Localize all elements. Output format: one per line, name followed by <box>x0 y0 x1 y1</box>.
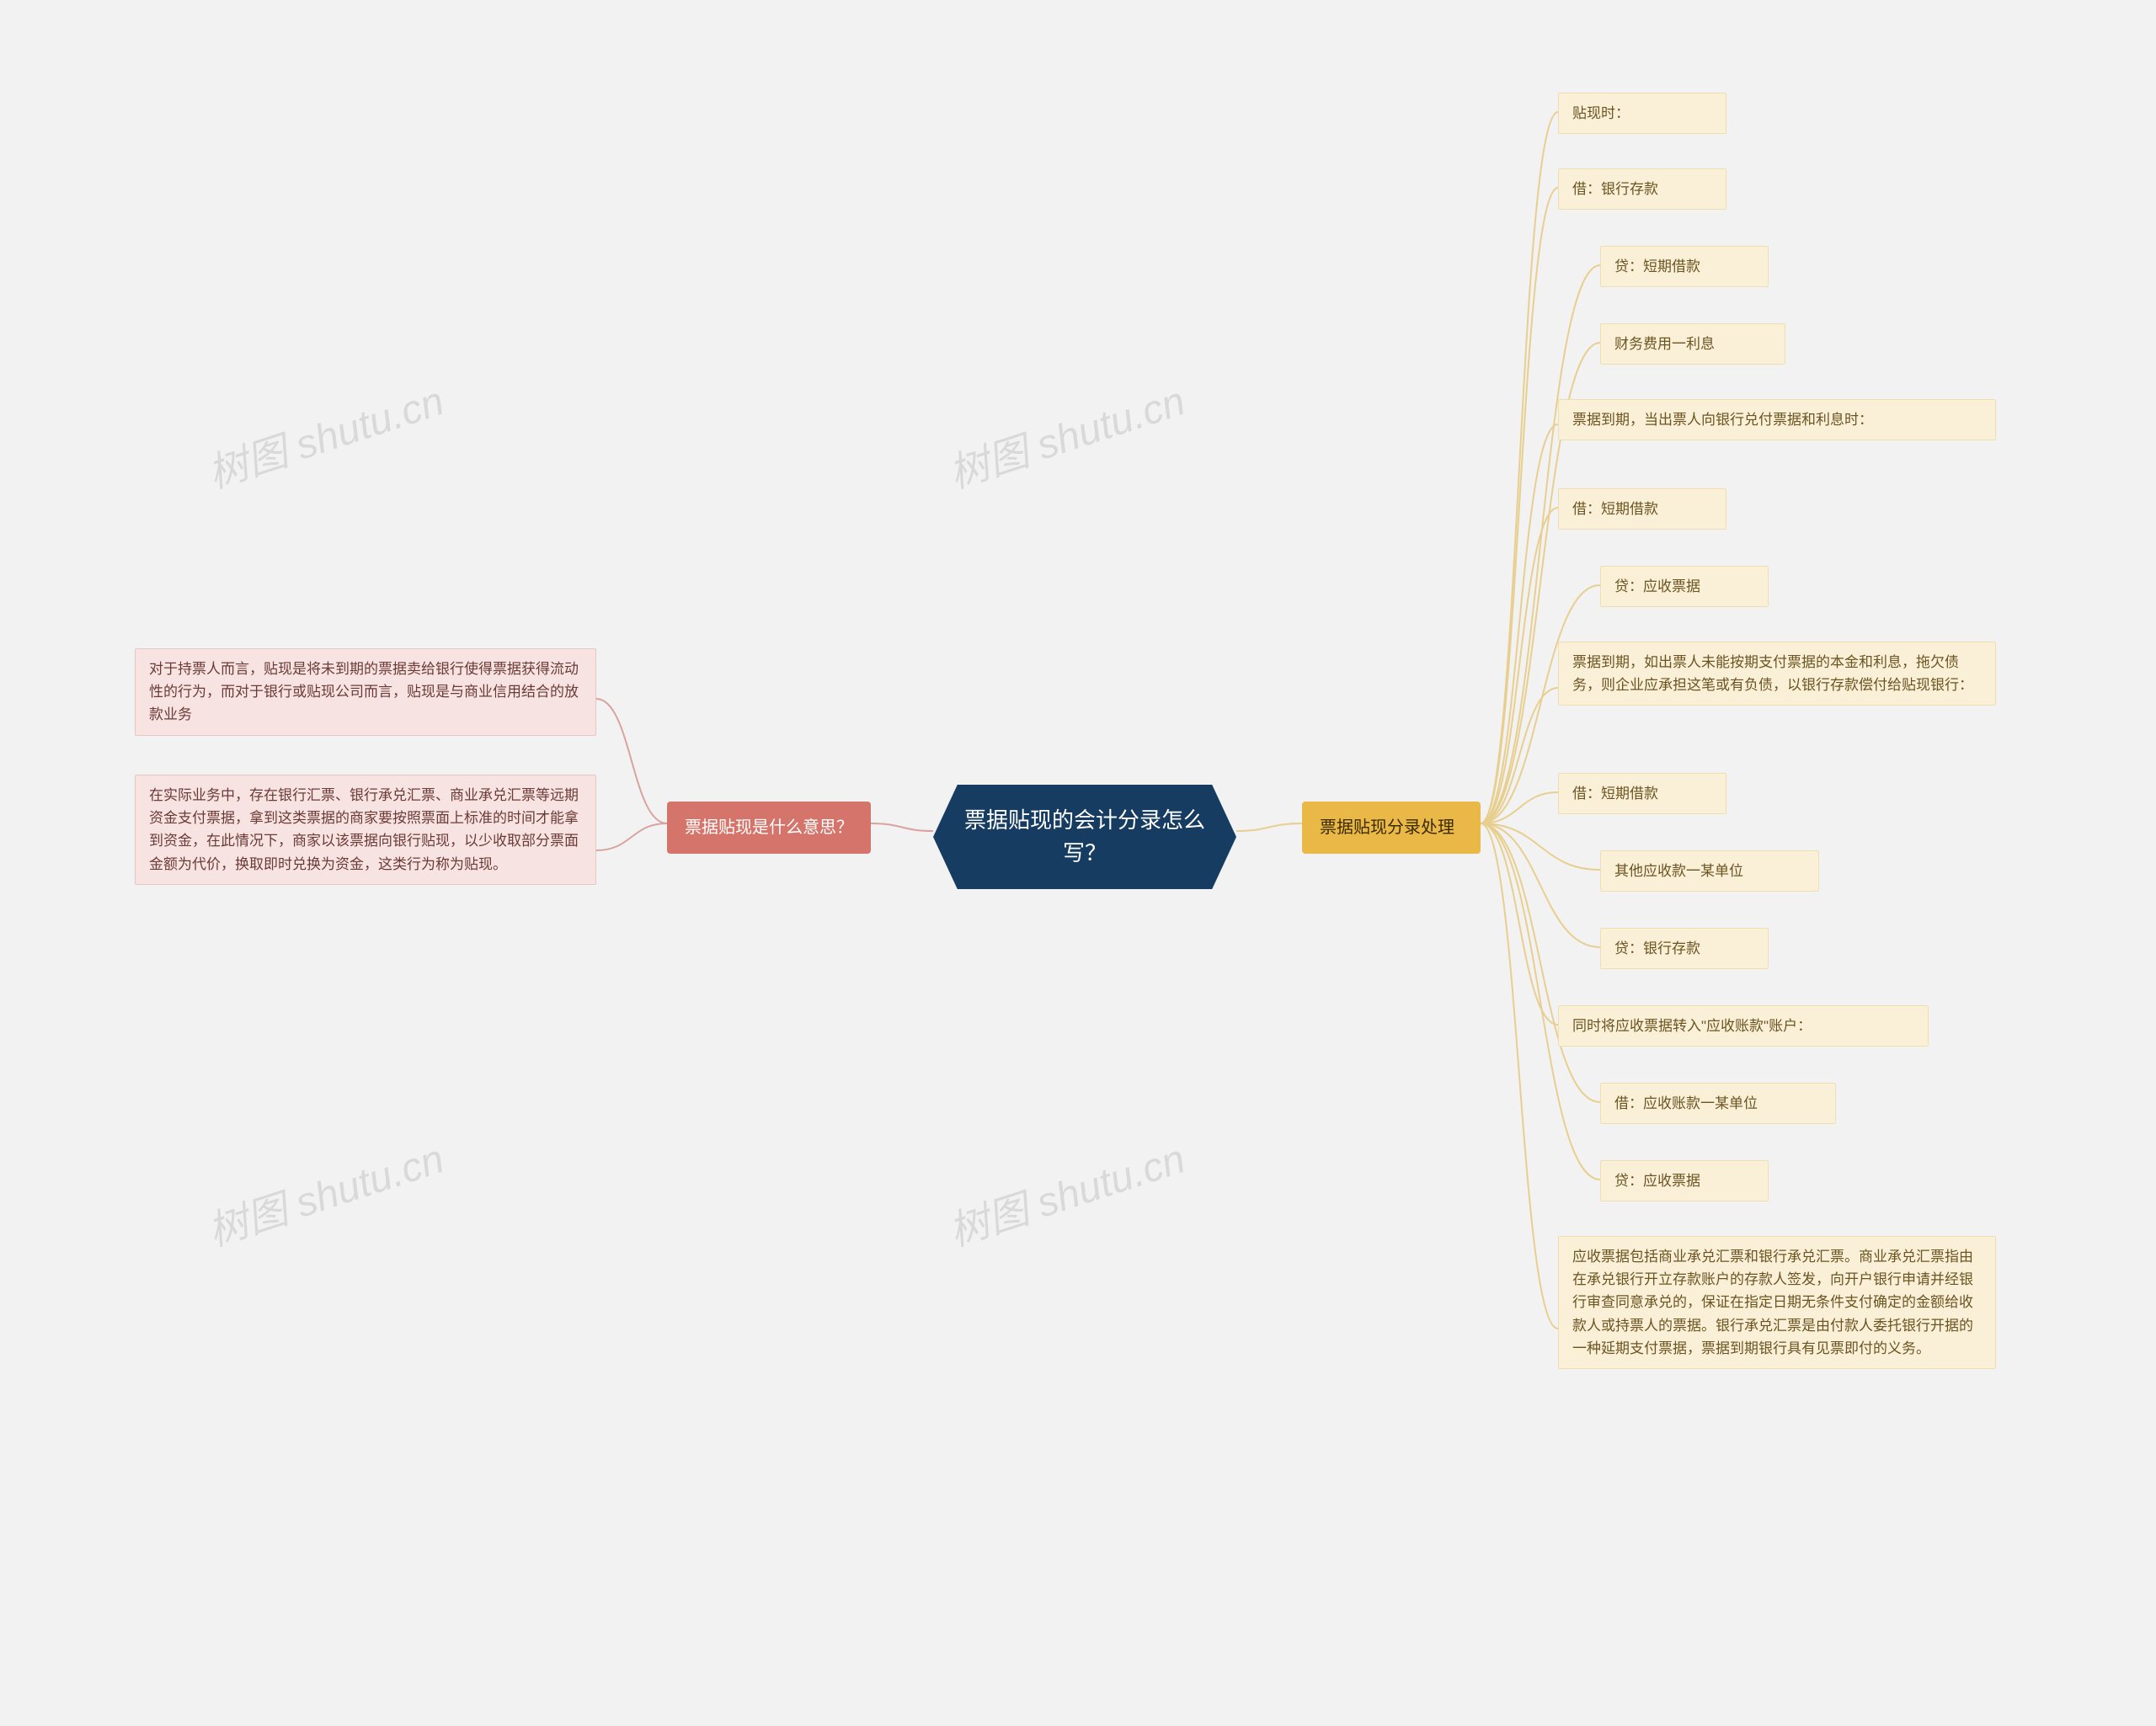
leaf-right-2: 借：银行存款 <box>1558 168 1726 210</box>
leaf-right-5: 票据到期，当出票人向银行兑付票据和利息时： <box>1558 399 1996 440</box>
leaf-right-14: 贷：应收票据 <box>1600 1160 1769 1201</box>
leaf-right-15: 应收票据包括商业承兑汇票和银行承兑汇票。商业承兑汇票指由在承兑银行开立存款账户的… <box>1558 1236 1996 1369</box>
leaf-right-9: 借：短期借款 <box>1558 773 1726 814</box>
watermark: 树图 shutu.cn <box>940 1126 1191 1257</box>
watermark: 树图 shutu.cn <box>199 1126 450 1257</box>
leaf-right-7: 贷：应收票据 <box>1600 566 1769 607</box>
leaf-right-12: 同时将应收票据转入"应收账款"账户： <box>1558 1005 1929 1047</box>
leaf-right-4: 财务费用一利息 <box>1600 323 1785 365</box>
leaf-right-1: 贴现时： <box>1558 93 1726 134</box>
leaf-left-2: 在实际业务中，存在银行汇票、银行承兑汇票、商业承兑汇票等远期资金支付票据，拿到这… <box>135 775 596 885</box>
mindmap-root: 票据贴现的会计分录怎么写？ <box>933 785 1236 889</box>
watermark: 树图 shutu.cn <box>940 368 1191 499</box>
watermark: 树图 shutu.cn <box>199 368 450 499</box>
leaf-right-10: 其他应收款一某单位 <box>1600 850 1819 892</box>
branch-right: 票据贴现分录处理 <box>1302 802 1481 854</box>
leaf-right-8: 票据到期，如出票人未能按期支付票据的本金和利息，拖欠债务，则企业应承担这笔或有负… <box>1558 642 1996 706</box>
leaf-right-6: 借：短期借款 <box>1558 488 1726 530</box>
leaf-left-1: 对于持票人而言，贴现是将未到期的票据卖给银行使得票据获得流动性的行为，而对于银行… <box>135 648 596 736</box>
branch-left: 票据贴现是什么意思？ <box>667 802 871 854</box>
leaf-right-3: 贷：短期借款 <box>1600 246 1769 287</box>
leaf-right-11: 贷：银行存款 <box>1600 928 1769 969</box>
leaf-right-13: 借：应收账款一某单位 <box>1600 1083 1836 1124</box>
